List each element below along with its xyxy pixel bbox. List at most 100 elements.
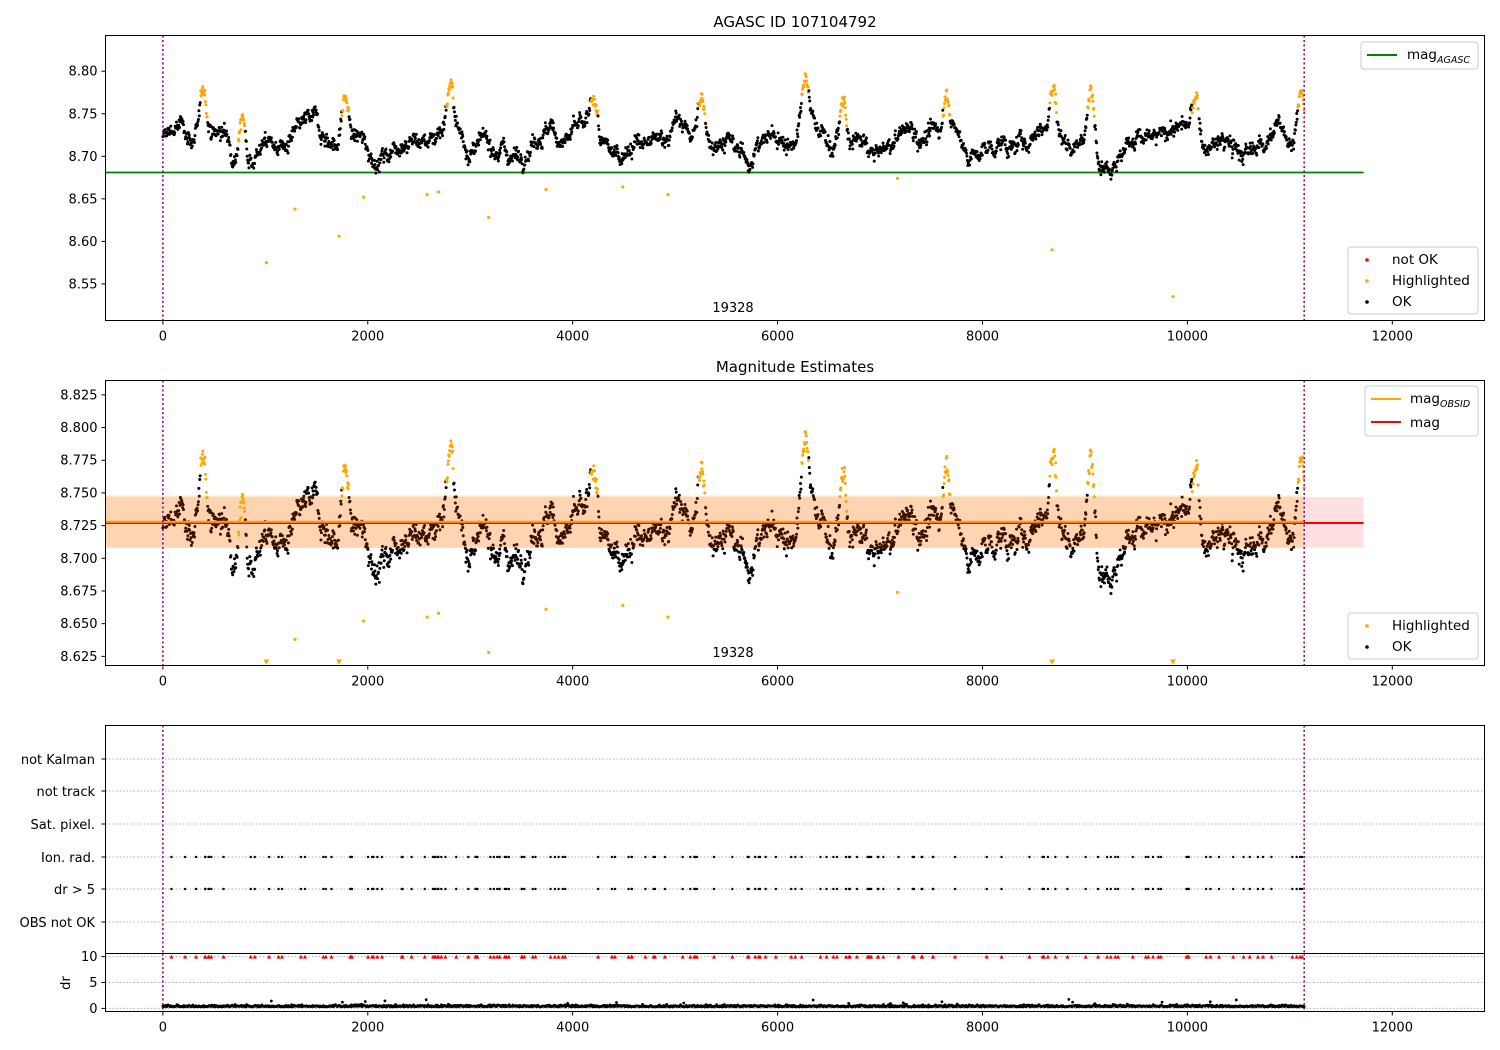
ok-point xyxy=(742,151,746,155)
highlighted-point xyxy=(943,95,947,99)
ok-point xyxy=(317,516,321,520)
ok-point xyxy=(244,533,248,537)
ok-point xyxy=(366,547,370,551)
ok-point xyxy=(1241,163,1245,167)
ok-point xyxy=(382,160,386,164)
ok-point xyxy=(745,561,749,565)
ok-point xyxy=(1163,513,1167,517)
highlighted-point xyxy=(806,458,810,462)
xtick-label: 0 xyxy=(159,330,167,345)
ok-point xyxy=(1159,134,1163,138)
ok-point xyxy=(442,127,446,131)
ok-point xyxy=(990,540,994,544)
ok-point xyxy=(1046,125,1050,129)
ok-point xyxy=(917,143,921,147)
ok-point xyxy=(649,141,653,145)
ok-point xyxy=(765,140,769,144)
ok-point xyxy=(1136,131,1140,135)
agasc-point-legend: not OK Highlighted OK xyxy=(1347,246,1479,315)
highlighted-point xyxy=(451,96,455,100)
ok-point xyxy=(848,540,852,544)
ok-point xyxy=(290,532,294,536)
ok-point xyxy=(1131,137,1135,141)
ok-point xyxy=(520,567,524,571)
ok-point xyxy=(1184,507,1188,511)
ok-point xyxy=(476,140,480,144)
highlighted-point xyxy=(341,487,345,491)
ok-point xyxy=(1028,538,1032,542)
highlighted-point xyxy=(243,124,247,128)
ok-point xyxy=(426,542,430,546)
ok-point xyxy=(467,559,471,563)
ok-point xyxy=(367,157,371,161)
ok-point xyxy=(384,545,388,549)
ok-point xyxy=(1085,116,1089,120)
ok-point xyxy=(649,537,653,541)
highlighted-point xyxy=(242,122,246,126)
ok-point xyxy=(924,137,928,141)
ok-point xyxy=(442,507,446,511)
ok-point xyxy=(1020,528,1024,532)
ok-point xyxy=(310,119,314,123)
ok-point xyxy=(879,551,883,555)
highlighted-outlier-point xyxy=(544,187,548,192)
ok-point xyxy=(382,559,386,563)
ok-point xyxy=(498,151,502,155)
ok-point xyxy=(539,142,543,146)
ok-point xyxy=(1110,585,1114,589)
ok-point xyxy=(463,540,467,544)
ok-point xyxy=(172,523,176,527)
ok-point xyxy=(833,143,837,147)
ok-point xyxy=(1155,527,1159,531)
highlighted-point xyxy=(1050,463,1054,467)
ok-point xyxy=(1190,103,1194,107)
ok-point xyxy=(182,123,186,127)
ok-point xyxy=(597,515,601,519)
ok-point xyxy=(307,491,311,495)
ok-point xyxy=(675,119,679,123)
ok-point xyxy=(588,486,592,490)
ok-point xyxy=(304,500,308,504)
ok-point xyxy=(707,133,711,137)
ok-point xyxy=(711,554,715,558)
xtick-label: 12000 xyxy=(1372,330,1413,345)
ok-point xyxy=(583,510,587,514)
ok-point xyxy=(674,490,678,494)
ok-point xyxy=(710,536,714,540)
highlighted-point xyxy=(838,114,842,118)
highlighted-point xyxy=(844,493,848,497)
ok-point xyxy=(302,114,306,118)
ok-point xyxy=(528,550,532,554)
ok-point xyxy=(850,538,854,542)
ok-point xyxy=(1059,526,1063,530)
ok-point xyxy=(695,115,699,119)
ok-point xyxy=(610,543,614,547)
ok-point xyxy=(1003,143,1007,147)
ok-point xyxy=(196,123,200,127)
ok-point xyxy=(1045,128,1049,132)
ok-point xyxy=(745,565,749,569)
ok-point xyxy=(1165,528,1169,532)
highlighted-point xyxy=(1048,101,1052,105)
ok-point xyxy=(913,515,917,519)
ok-point xyxy=(280,534,284,538)
ok-point xyxy=(742,550,746,554)
highlighted-point xyxy=(451,467,455,471)
ok-point xyxy=(523,163,527,167)
ok-point xyxy=(194,511,198,515)
ok-point xyxy=(893,517,897,521)
ok-point xyxy=(197,494,201,498)
ok-point xyxy=(284,538,288,542)
ok-point xyxy=(413,137,417,141)
ok-point xyxy=(461,534,465,538)
highlighted-point xyxy=(594,103,598,107)
ok-point xyxy=(353,139,357,143)
ok-point xyxy=(285,548,289,552)
ok-point xyxy=(925,538,929,542)
ok-point xyxy=(1009,546,1013,550)
ok-point xyxy=(748,167,752,171)
ok-point xyxy=(845,127,849,131)
ok-point xyxy=(606,142,610,146)
ok-point xyxy=(578,111,582,115)
ok-point xyxy=(969,560,973,564)
